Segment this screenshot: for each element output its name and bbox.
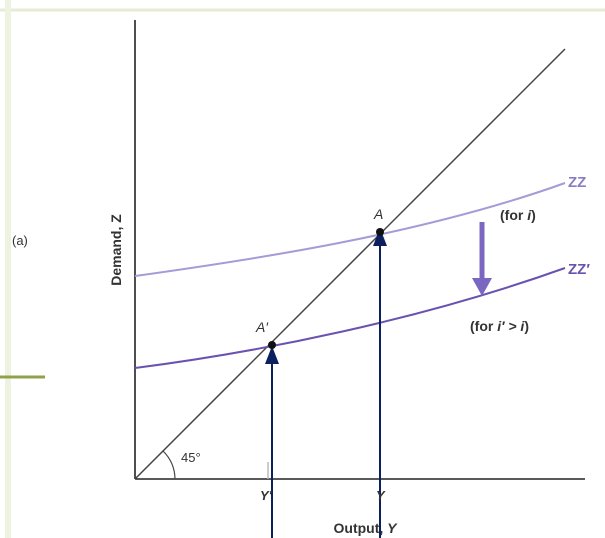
arrow-to-a-head (373, 228, 387, 246)
angle-arc (162, 450, 176, 480)
panel-label: (a) (12, 233, 28, 248)
forty-five-degree-line (134, 48, 566, 480)
tick-y-prime: Y′ (260, 488, 273, 503)
tick-y: Y (376, 488, 386, 503)
y-axis-label: Demand, Z (108, 214, 124, 286)
arrow-to-a-prime-head (265, 346, 279, 364)
point-a-prime-label: A′ (255, 319, 269, 335)
point-a-label: A (373, 206, 383, 222)
x-axis-label: Output, Y (334, 520, 399, 536)
zz-prime-note: (for i′ > i) (470, 318, 529, 334)
zz-label: ZZ (568, 174, 586, 191)
zz-note: (for i) (500, 207, 536, 223)
point-a (376, 228, 384, 236)
angle-label: 45° (181, 450, 201, 465)
zz-prime-label: ZZ′ (568, 261, 590, 278)
point-a-prime (268, 341, 276, 349)
zz-curve (134, 182, 566, 277)
zz-prime-curve (134, 267, 566, 369)
shift-arrow-head (472, 278, 492, 296)
